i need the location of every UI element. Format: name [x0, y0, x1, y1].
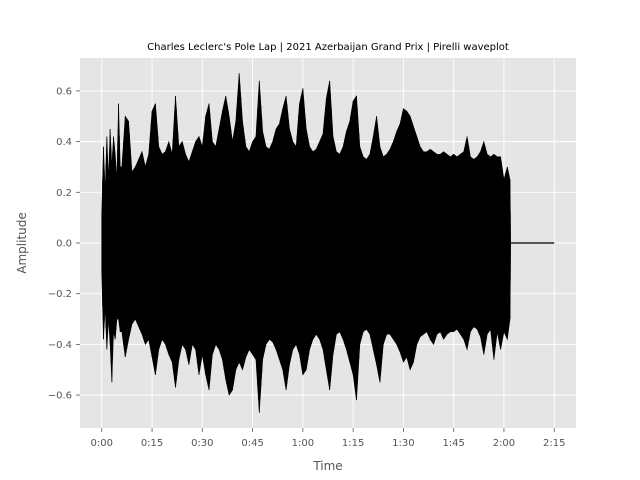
- y-axis-ticks: 0.6 0.4 0.2 0.0 −0.2 −0.4 −0.6: [48, 86, 80, 401]
- x-tick-label: 2:15: [543, 438, 565, 449]
- y-tick-label: −0.2: [48, 289, 72, 300]
- x-axis-label: Time: [312, 459, 342, 473]
- y-tick-label: 0.4: [56, 137, 72, 148]
- y-tick-label: 0.0: [56, 239, 72, 250]
- x-tick-label: 2:00: [493, 438, 515, 449]
- x-tick-label: 0:00: [91, 438, 113, 449]
- x-axis-ticks: 0:00 0:15 0:30 0:45 1:00 1:15 1:30 1:45 2:00 2:15: [91, 428, 566, 449]
- x-tick-label: 0:15: [141, 438, 163, 449]
- chart-title: Charles Leclerc's Pole Lap | 2021 Azerba…: [147, 42, 509, 53]
- x-tick-label: 1:00: [292, 438, 314, 449]
- x-tick-label: 1:30: [392, 438, 414, 449]
- y-tick-label: 0.6: [56, 86, 72, 97]
- x-tick-label: 1:15: [342, 438, 364, 449]
- y-axis-label: Amplitude: [15, 212, 29, 274]
- y-tick-label: 0.2: [56, 188, 72, 199]
- y-tick-label: −0.4: [48, 340, 72, 351]
- x-tick-label: 0:30: [191, 438, 213, 449]
- y-tick-label: −0.6: [48, 391, 72, 402]
- x-tick-label: 1:45: [442, 438, 464, 449]
- x-tick-label: 0:45: [241, 438, 263, 449]
